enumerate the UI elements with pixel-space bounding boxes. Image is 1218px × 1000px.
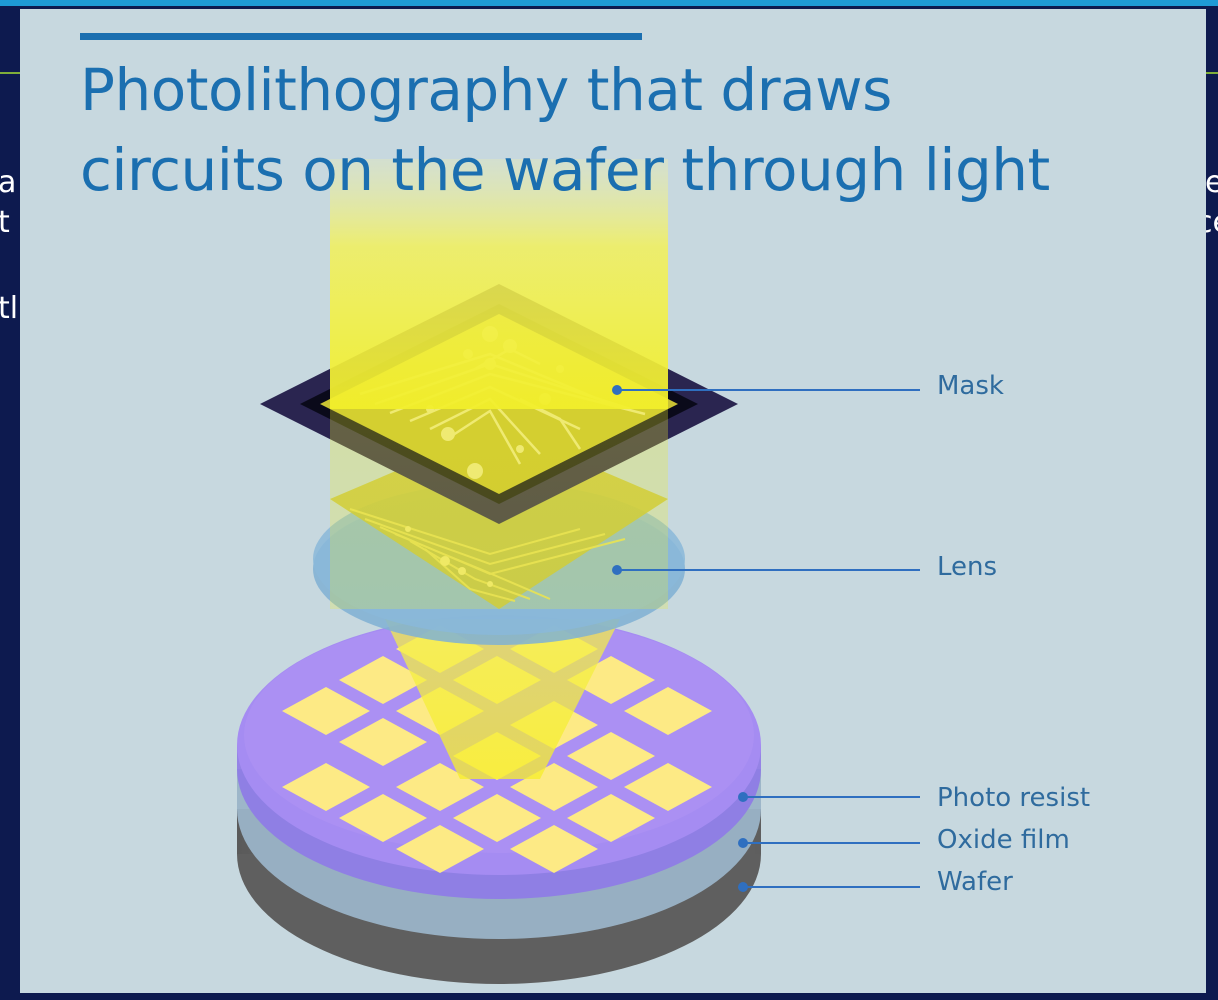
title-line-1: Photolithography that draws bbox=[80, 56, 892, 124]
die bbox=[453, 794, 541, 842]
die bbox=[282, 763, 370, 811]
die bbox=[396, 825, 484, 873]
photolithography-diagram bbox=[237, 159, 920, 984]
die bbox=[339, 718, 427, 766]
lens-label: Lens bbox=[937, 552, 998, 582]
die bbox=[282, 687, 370, 735]
mask-label: Mask bbox=[937, 371, 1004, 401]
die bbox=[339, 794, 427, 842]
photo-resist-label: Photo resist bbox=[937, 783, 1091, 813]
background-text-right-1: e bbox=[1205, 165, 1218, 200]
die bbox=[624, 687, 712, 735]
die bbox=[339, 656, 427, 704]
leader-lines bbox=[617, 389, 920, 888]
title-line-2: circuits on the wafer through light bbox=[80, 136, 1050, 204]
die bbox=[567, 794, 655, 842]
wafer-label: Wafer bbox=[937, 867, 1013, 897]
background-text-left-2: t bbox=[0, 205, 10, 240]
title-accent-bar bbox=[80, 33, 642, 40]
background-text-left-3: tl bbox=[0, 291, 19, 326]
oxide-film-leader-dot bbox=[738, 838, 748, 848]
background-text-left-1: a bbox=[0, 165, 17, 200]
light-cone bbox=[385, 619, 620, 779]
die bbox=[624, 763, 712, 811]
die bbox=[567, 732, 655, 780]
light-beam bbox=[330, 159, 668, 409]
light-beam-lower bbox=[330, 409, 668, 609]
wafer-leader-dot bbox=[738, 882, 748, 892]
background-divider-right bbox=[1206, 72, 1218, 74]
background-divider-left bbox=[0, 72, 20, 74]
mask-leader-dot bbox=[612, 385, 622, 395]
top-accent-strip bbox=[0, 0, 1218, 6]
lens-leader-dot bbox=[612, 565, 622, 575]
photo-resist-leader-dot bbox=[738, 792, 748, 802]
oxide-film-label: Oxide film bbox=[937, 825, 1070, 855]
leader-dots bbox=[612, 385, 748, 892]
slide: Photolithography that draws circuits on … bbox=[20, 9, 1206, 993]
die bbox=[510, 825, 598, 873]
